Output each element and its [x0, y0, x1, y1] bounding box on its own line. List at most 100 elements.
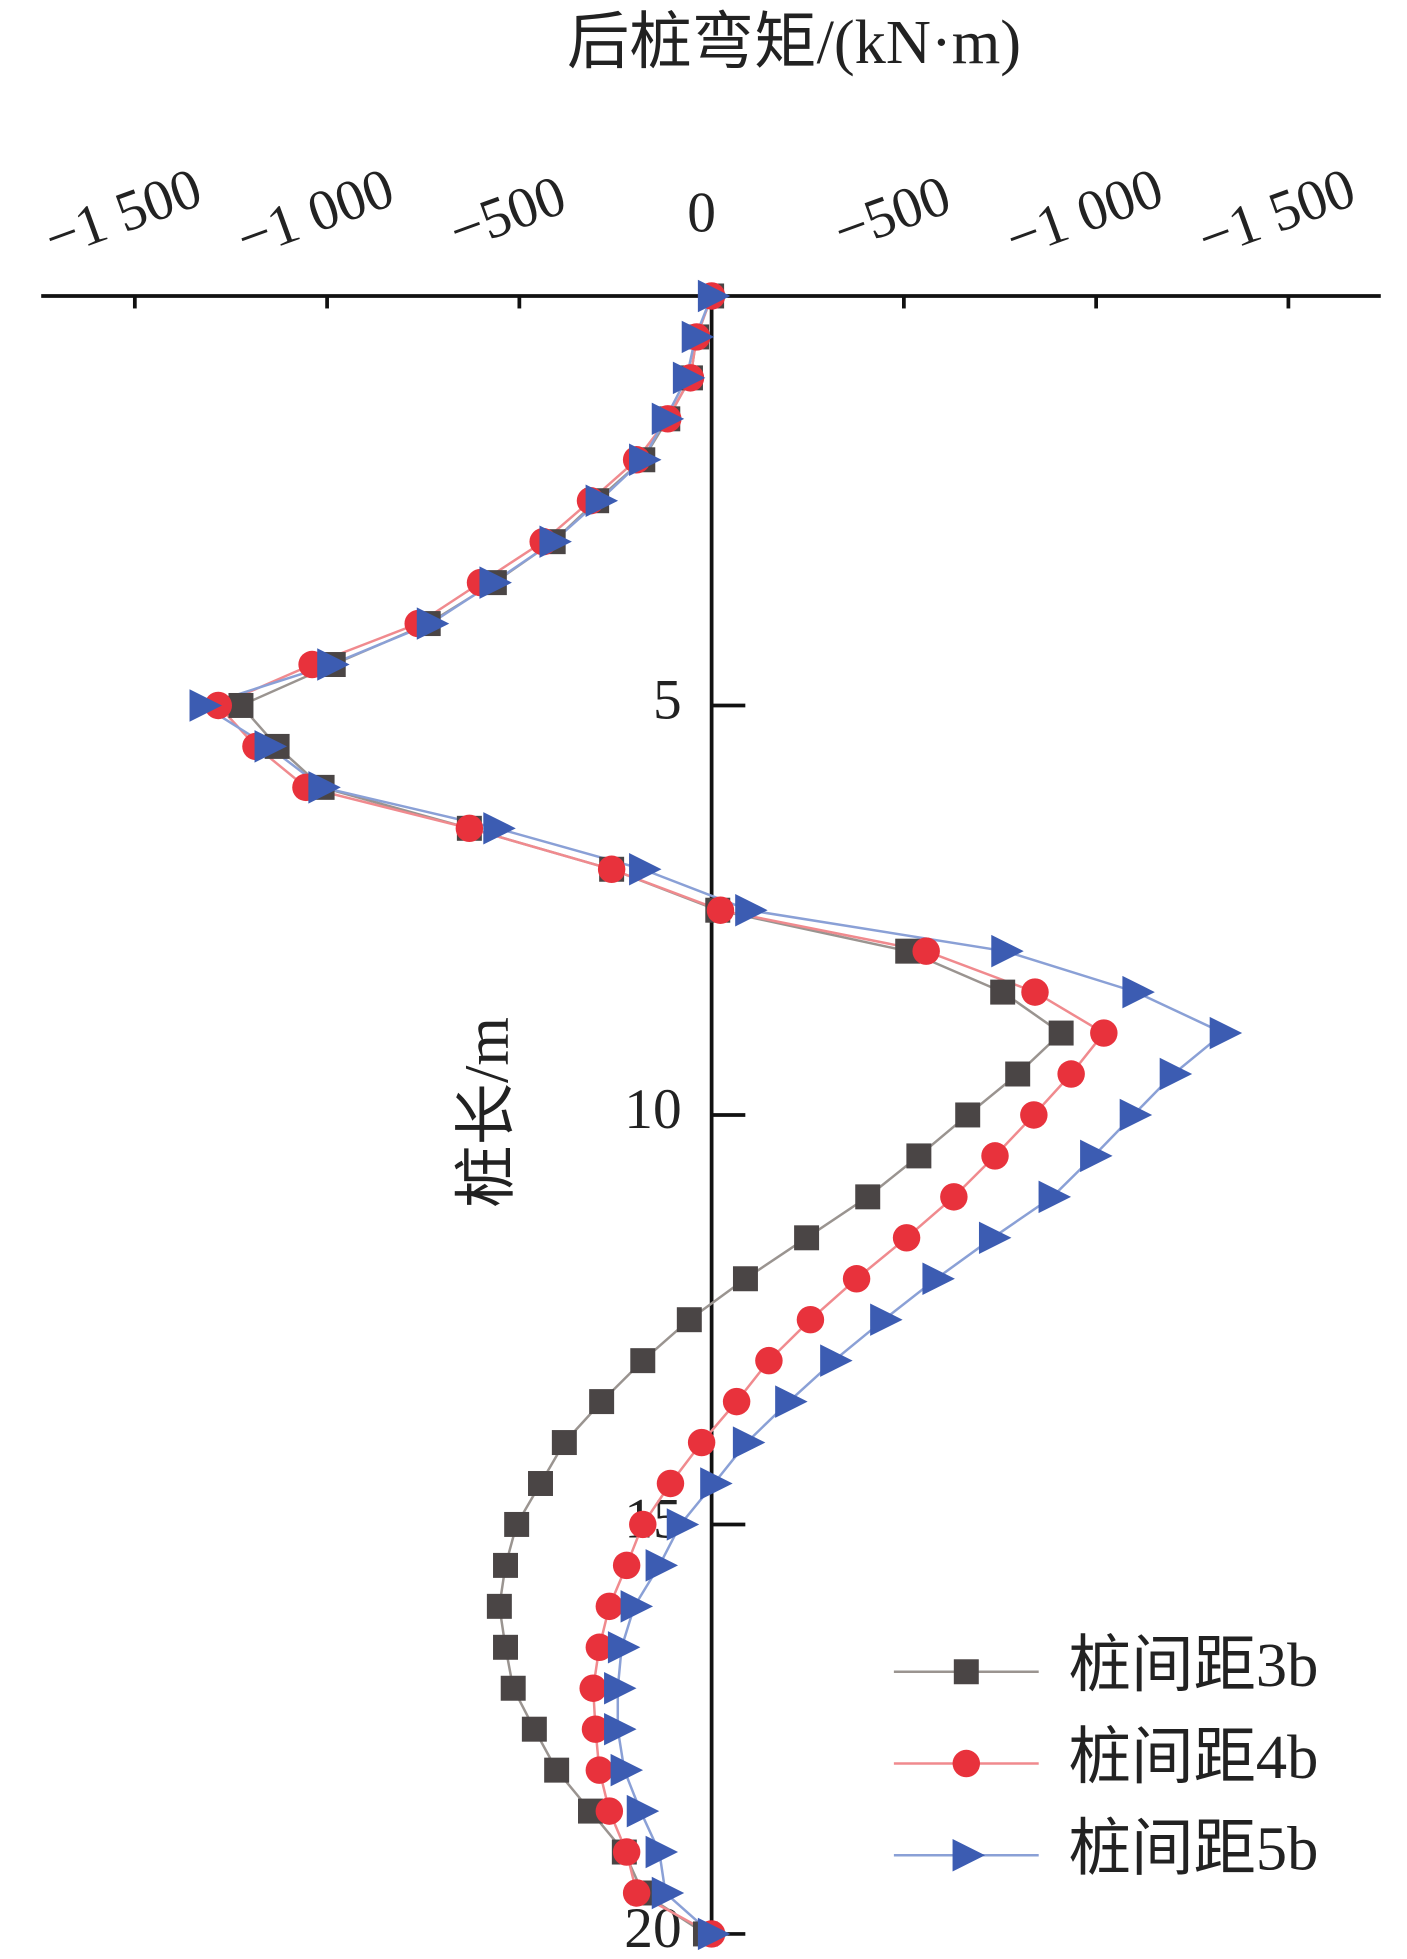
data-point: [610, 1753, 644, 1787]
data-point: [544, 1757, 570, 1783]
data-point: [755, 1346, 783, 1375]
data-point: [500, 1675, 526, 1701]
data-point: [697, 1917, 731, 1951]
data-point: [722, 1387, 751, 1416]
data-point: [796, 1305, 825, 1334]
data-point: [620, 1590, 654, 1623]
data-point: [317, 648, 350, 681]
data-point: [626, 1794, 660, 1828]
data-point: [870, 1303, 903, 1336]
data-point: [706, 896, 735, 924]
data-point: [597, 855, 626, 883]
data-point: [735, 893, 768, 927]
data-point: [479, 566, 512, 599]
data-point: [940, 1183, 968, 1211]
data-point: [922, 1262, 955, 1295]
data-point: [612, 1551, 641, 1580]
data-point: [1119, 1098, 1153, 1132]
data-point: [629, 853, 662, 886]
x-tick-label: −1 000: [229, 156, 402, 270]
data-point: [1159, 1057, 1193, 1091]
data-point: [672, 361, 706, 395]
x-tick-label: −500: [826, 164, 959, 264]
data-point: [651, 1876, 685, 1910]
data-point: [612, 1838, 641, 1866]
y-tick-label: 5: [653, 669, 682, 732]
data-point: [775, 1385, 808, 1418]
legend-marker: [952, 1839, 986, 1872]
data-point: [308, 771, 341, 804]
data-point: [1209, 1016, 1243, 1050]
x-tick-label: −1 000: [998, 156, 1171, 270]
data-point: [681, 320, 715, 354]
data-point: [629, 1510, 657, 1539]
data-point: [1080, 1139, 1113, 1173]
data-point: [1090, 1019, 1118, 1047]
data-point: [622, 1879, 651, 1907]
x-tick-label: −1 500: [1190, 156, 1363, 270]
data-point: [581, 1715, 610, 1743]
data-point: [539, 525, 572, 558]
data-point: [604, 1672, 637, 1705]
data-point: [697, 279, 731, 313]
data-point: [1005, 1061, 1031, 1087]
data-point: [794, 1225, 820, 1251]
data-point: [990, 979, 1016, 1005]
data-point: [656, 1469, 685, 1498]
data-point: [579, 1674, 607, 1702]
data-point: [483, 812, 516, 845]
data-point: [585, 1756, 614, 1784]
data-point: [651, 402, 685, 436]
data-point: [589, 1389, 615, 1415]
data-point: [595, 1797, 624, 1825]
data-point: [645, 1835, 679, 1869]
legend-marker: [952, 1749, 981, 1778]
data-point: [1057, 1060, 1085, 1088]
x-tick-label: 0: [687, 182, 716, 245]
chart-title: 后桩弯矩/(kN·m): [567, 7, 1021, 77]
data-point: [981, 1142, 1009, 1170]
data-point: [629, 443, 662, 477]
data-point: [455, 814, 484, 843]
data-point: [189, 689, 223, 722]
data-point: [892, 1224, 921, 1252]
data-point: [912, 937, 940, 965]
data-point: [486, 1593, 512, 1619]
data-point: [1021, 978, 1049, 1006]
data-point: [228, 692, 254, 718]
legend-label: 桩间距4b: [1069, 1722, 1319, 1792]
data-point: [493, 1552, 518, 1578]
data-point: [604, 1712, 637, 1746]
data-point: [585, 1633, 614, 1662]
data-point: [493, 1634, 518, 1660]
legend-label: 桩间距5b: [1069, 1814, 1319, 1884]
data-point: [528, 1471, 553, 1496]
data-point: [991, 934, 1024, 968]
data-point: [666, 1508, 700, 1541]
data-point: [676, 1307, 702, 1333]
data-point: [504, 1511, 530, 1537]
data-point: [955, 1102, 981, 1128]
data-point: [630, 1348, 656, 1374]
data-point: [906, 1143, 932, 1169]
data-point: [1038, 1180, 1072, 1214]
data-point: [1020, 1101, 1048, 1129]
data-point: [1048, 1020, 1074, 1046]
data-point: [645, 1549, 679, 1582]
legend-label: 桩间距3b: [1069, 1630, 1319, 1700]
data-point: [700, 1467, 733, 1500]
legend-marker: [953, 1659, 979, 1685]
data-point: [820, 1344, 853, 1377]
data-point: [551, 1430, 577, 1456]
data-point: [732, 1266, 758, 1292]
data-point: [687, 1428, 716, 1457]
data-point: [254, 730, 287, 763]
y-axis-label: 桩长/m: [451, 1017, 521, 1208]
data-point: [842, 1265, 871, 1293]
y-tick-label: 10: [624, 1078, 681, 1141]
data-point: [978, 1221, 1012, 1255]
data-point: [521, 1716, 547, 1742]
x-tick-label: −500: [441, 164, 574, 264]
data-point: [595, 1592, 624, 1621]
